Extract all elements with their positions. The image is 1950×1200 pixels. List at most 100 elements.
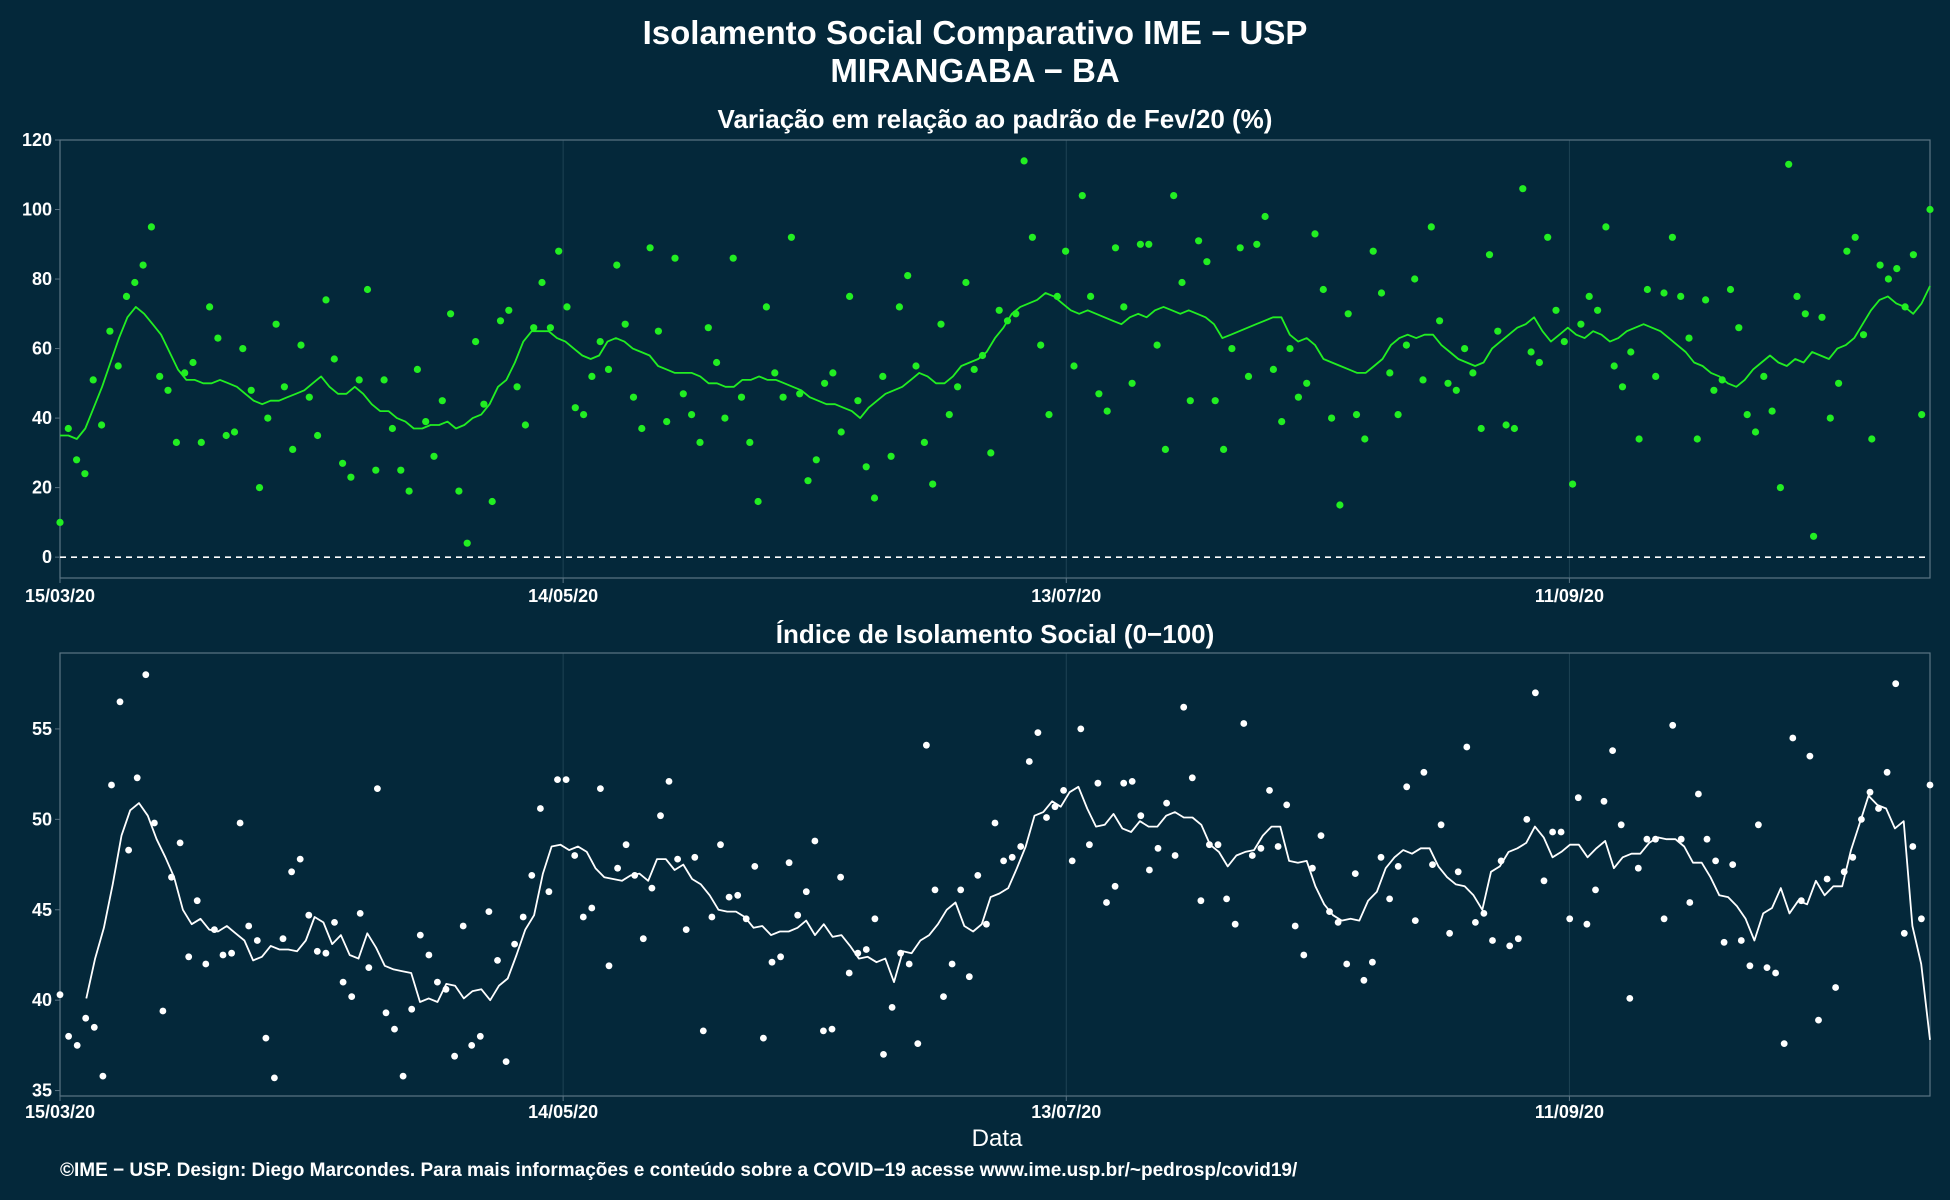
index-point xyxy=(1180,703,1188,711)
variation-point xyxy=(563,303,571,311)
variation-point xyxy=(1618,383,1627,391)
index-point xyxy=(768,958,776,966)
index-point xyxy=(1849,853,1857,861)
index-xtick-label-0: 15/03/20 xyxy=(25,1102,95,1122)
index-point xyxy=(837,873,844,881)
variation-point xyxy=(422,418,430,426)
index-point xyxy=(1540,877,1548,885)
index-point xyxy=(1574,794,1582,802)
index-point xyxy=(228,949,236,957)
variation-point xyxy=(1801,310,1809,318)
variation-point xyxy=(347,473,355,481)
index-point xyxy=(1008,853,1016,861)
index-point xyxy=(931,886,939,894)
variation-point xyxy=(1028,233,1036,241)
variation-point xyxy=(1153,341,1161,349)
index-point xyxy=(1163,799,1170,807)
variation-point xyxy=(945,411,953,419)
variation-point xyxy=(987,449,995,457)
index-point xyxy=(1197,897,1205,905)
variation-point xyxy=(1668,233,1676,241)
index-point xyxy=(682,926,690,933)
index-point xyxy=(313,947,321,955)
variation-point xyxy=(1377,289,1386,297)
variation-point xyxy=(430,452,438,460)
variation-point xyxy=(837,428,845,436)
index-point xyxy=(785,859,793,867)
index-point xyxy=(1360,976,1368,984)
index-point xyxy=(408,1005,416,1013)
index-point xyxy=(116,698,124,706)
variation-point xyxy=(571,404,579,412)
index-point xyxy=(717,841,724,849)
variation-point xyxy=(1427,223,1435,231)
index-point xyxy=(965,973,973,981)
variation-point xyxy=(1328,414,1336,422)
variation-xtick-label-0: 15/03/20 xyxy=(25,586,95,606)
variation-point xyxy=(1286,345,1294,353)
variation-point xyxy=(1111,244,1120,252)
index-point xyxy=(399,1072,407,1080)
variation-point xyxy=(737,393,746,401)
index-point xyxy=(1720,938,1728,946)
index-panel-title: Índice de Isolamento Social (0−100) xyxy=(776,619,1215,649)
index-xtick-label-1: 14/05/20 xyxy=(528,1102,598,1122)
index-point xyxy=(1866,788,1874,796)
variation-point xyxy=(1685,334,1693,342)
index-point xyxy=(923,741,930,749)
index-point xyxy=(1789,734,1797,742)
index-point xyxy=(1446,929,1453,937)
index-point xyxy=(777,953,784,961)
index-point xyxy=(459,922,467,930)
index-point xyxy=(1240,720,1248,727)
index-point xyxy=(1592,886,1599,894)
variation-point xyxy=(280,383,288,391)
variation-point xyxy=(1544,233,1552,241)
index-point xyxy=(1626,995,1634,1002)
index-point xyxy=(1506,942,1514,950)
index-point xyxy=(1128,778,1136,785)
index-point xyxy=(734,891,742,899)
index-point xyxy=(1463,743,1471,751)
index-point xyxy=(820,1027,827,1035)
x-axis-label: Data xyxy=(972,1125,1023,1152)
variation-point xyxy=(472,338,480,346)
index-xtick-label-2: 13/07/20 xyxy=(1031,1102,1101,1122)
variation-point xyxy=(1303,379,1311,387)
variation-point xyxy=(796,390,804,398)
variation-point xyxy=(1186,397,1194,405)
variation-point xyxy=(230,428,239,436)
index-point xyxy=(348,993,356,1000)
index-point xyxy=(948,960,956,968)
variation-points xyxy=(56,157,1934,547)
variation-point xyxy=(380,376,388,384)
variation-moving-average-line xyxy=(60,285,1931,440)
variation-point xyxy=(1128,379,1136,387)
index-point xyxy=(245,922,253,930)
variation-point xyxy=(1726,285,1735,294)
variation-point xyxy=(1519,185,1527,193)
variation-point xyxy=(1253,240,1261,248)
variation-point xyxy=(1876,261,1884,269)
variation-point xyxy=(1510,424,1518,433)
index-point xyxy=(1703,835,1711,843)
index-panel: Índice de Isolamento Social (0−100) 35 40 4… xyxy=(25,619,1934,1122)
index-point xyxy=(1154,844,1162,852)
index-point xyxy=(1334,919,1342,926)
index-point xyxy=(1274,843,1282,850)
variation-ytick-label-0: 0 xyxy=(42,547,52,567)
index-point xyxy=(1677,835,1685,843)
variation-point xyxy=(289,445,297,453)
variation-point xyxy=(604,365,613,373)
variation-panel-title: Variação em relação ao padrão de Fev/20 … xyxy=(718,104,1273,134)
index-point xyxy=(82,1014,90,1022)
variation-point xyxy=(222,431,230,440)
index-point xyxy=(1823,875,1831,883)
index-point xyxy=(425,951,433,959)
index-point xyxy=(1377,853,1385,861)
index-point xyxy=(271,1074,278,1082)
variation-point xyxy=(1394,411,1402,419)
index-point xyxy=(1815,1016,1822,1024)
variation-point xyxy=(654,327,663,335)
variation-point xyxy=(1835,379,1843,387)
